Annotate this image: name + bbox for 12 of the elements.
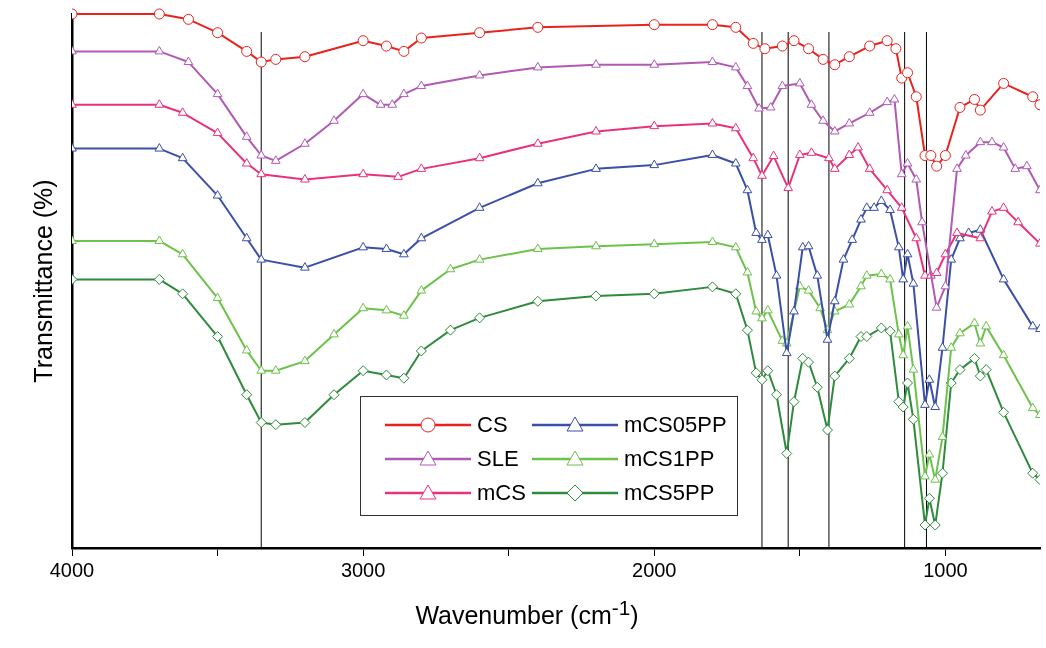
legend-label: CS — [477, 411, 508, 439]
legend-label: mCS05PP — [623, 411, 727, 439]
x-tick-label: 2000 — [632, 558, 677, 581]
legend-label: mCS — [477, 479, 526, 507]
legend-label: mCS5PP — [623, 479, 715, 507]
x-axis-title: Wavenumber (cm$^{-1}$) — [414, 596, 640, 631]
legend-label: SLE — [477, 445, 519, 473]
legend-label: mCS1PP — [623, 445, 715, 473]
x-tick-label: 1000 — [923, 558, 968, 581]
x-tick-label: 3000 — [340, 558, 386, 581]
x-tick-label: 4000 — [49, 558, 95, 581]
y-axis-title: Transmittance (%) — [28, 179, 57, 383]
